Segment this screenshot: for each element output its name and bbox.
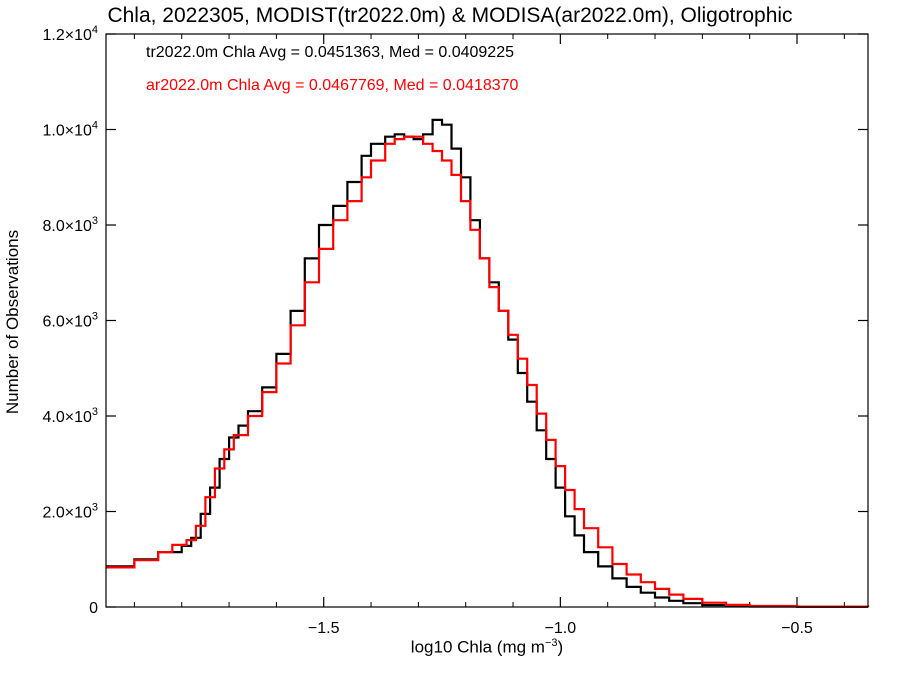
series-group xyxy=(106,118,870,608)
x-tick-label: −1.5 xyxy=(308,620,340,637)
y-axis-label: Number of Observations xyxy=(3,229,22,415)
y-tick-label: 4.0×103 xyxy=(42,406,98,426)
x-axis-label-text: log10 Chla (mg m xyxy=(410,637,545,657)
x-axis-label-close: ) xyxy=(557,637,564,657)
x-tick-label: −0.5 xyxy=(781,620,813,637)
x-axis-label: log10 Chla (mg m−3) xyxy=(106,637,868,658)
series-line-ar2022.0m xyxy=(106,135,870,608)
series-annotation-tr: tr2022.0m Chla Avg = 0.0451363, Med = 0.… xyxy=(146,44,514,61)
x-axis-label-exponent: −3 xyxy=(544,637,558,649)
y-tick-label: 0 xyxy=(89,600,98,617)
y-tick-label: 2.0×103 xyxy=(42,502,98,522)
series-annotation-ar: ar2022.0m Chla Avg = 0.0467769, Med = 0.… xyxy=(146,77,519,94)
x-tick-label: −1.0 xyxy=(545,620,577,637)
y-tick-label: 8.0×103 xyxy=(42,215,98,235)
chart-title: Chla, 2022305, MODIST(tr2022.0m) & MODIS… xyxy=(107,4,793,27)
y-tick-label: 6.0×103 xyxy=(42,311,98,331)
plot-frame xyxy=(105,33,869,608)
axis-ticks: −1.5 −1.0 −0.5 0 2.0×103 4.0×103 6.0×103 8.0×10… xyxy=(42,24,868,637)
y-tick-label: 1.0×104 xyxy=(42,120,98,140)
y-tick-label: 1.2×104 xyxy=(42,24,98,44)
series-line-tr2022.0m xyxy=(106,118,870,608)
